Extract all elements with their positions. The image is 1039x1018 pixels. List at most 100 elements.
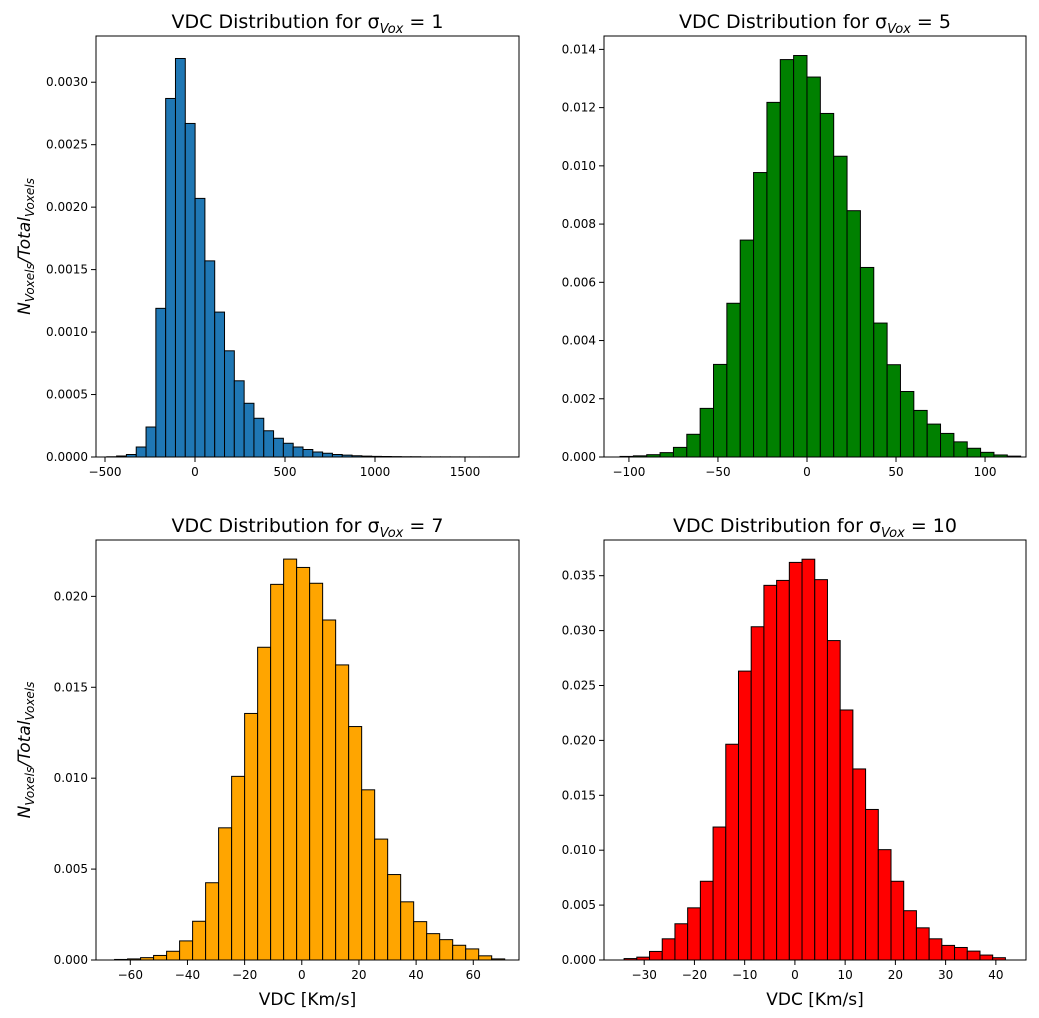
histogram-bar bbox=[253, 417, 265, 458]
histogram-bar bbox=[712, 826, 727, 961]
histogram-bar bbox=[243, 402, 255, 458]
y-tick-label: 0.0005 bbox=[46, 388, 88, 402]
x-tick-label: 10 bbox=[838, 968, 853, 982]
histogram-bar bbox=[674, 923, 689, 961]
histogram-bar bbox=[283, 558, 298, 961]
chart-title: VDC Distribution for σVox = 1 bbox=[172, 11, 444, 37]
histogram-bar bbox=[166, 950, 181, 961]
histogram-bar bbox=[387, 874, 402, 961]
y-axis-label: NVoxels/TotalVoxels bbox=[15, 178, 37, 315]
x-tick-label: 0 bbox=[803, 465, 811, 479]
y-tick-label: 0.014 bbox=[562, 42, 596, 56]
histogram-bar bbox=[776, 579, 790, 961]
histogram-bar bbox=[788, 561, 803, 961]
histogram-bar bbox=[649, 950, 663, 961]
histogram-bar bbox=[155, 307, 167, 458]
y-tick-label: 0.010 bbox=[562, 843, 596, 857]
histogram-bar bbox=[766, 101, 781, 458]
histogram-bar bbox=[145, 426, 157, 458]
histogram-bar bbox=[750, 626, 765, 961]
histogram-bar bbox=[926, 423, 942, 458]
y-tick-label: 0.0020 bbox=[46, 200, 88, 214]
y-tick-label: 0.020 bbox=[54, 589, 88, 603]
histogram-bar bbox=[270, 583, 285, 961]
y-tick-label: 0.012 bbox=[562, 101, 596, 115]
histogram-bar bbox=[204, 260, 216, 458]
histogram-bar bbox=[753, 172, 768, 458]
x-tick-label: 0 bbox=[191, 465, 199, 479]
chart-panel-2: −100 −50 0 50 100 0.000 0.002 0.004 0.006 0.008 0.… bbox=[562, 11, 1027, 479]
y-tick-label: 0.010 bbox=[54, 771, 88, 785]
histogram-bar bbox=[699, 407, 715, 458]
plot-frame bbox=[95, 539, 520, 961]
histogram-bar bbox=[322, 619, 337, 961]
histogram-bar bbox=[928, 938, 943, 961]
x-tick-label: −40 bbox=[175, 968, 200, 982]
x-tick-label: −30 bbox=[632, 968, 657, 982]
histogram-bar bbox=[687, 907, 701, 961]
histogram-bar bbox=[819, 112, 835, 458]
histogram-bar bbox=[966, 950, 981, 961]
y-tick-label: 0.0030 bbox=[46, 75, 88, 89]
x-tick-label: 500 bbox=[274, 465, 297, 479]
histogram-bar bbox=[839, 709, 854, 961]
histogram-bar bbox=[263, 430, 275, 458]
y-tick-label: 0.005 bbox=[562, 898, 596, 912]
histogram-bar bbox=[865, 808, 879, 961]
histogram-bar bbox=[801, 558, 816, 961]
plot-frame bbox=[95, 35, 520, 458]
histogram-bar bbox=[713, 363, 728, 458]
histogram-bar bbox=[779, 59, 795, 458]
histogram-bar bbox=[903, 910, 917, 961]
histogram-bar bbox=[165, 97, 176, 458]
histogram-bar bbox=[205, 882, 220, 961]
histogram-bar bbox=[426, 933, 441, 961]
x-tick-label: −100 bbox=[612, 465, 645, 479]
histogram-bar bbox=[413, 921, 428, 961]
x-tick-label: 0 bbox=[298, 968, 306, 982]
histogram-bar bbox=[661, 938, 676, 961]
x-tick-label: 100 bbox=[974, 465, 997, 479]
y-tick-label: 0.025 bbox=[562, 678, 596, 692]
histogram-bar bbox=[296, 566, 311, 961]
histogram-bar bbox=[940, 432, 955, 458]
y-tick-label: 0.005 bbox=[54, 862, 88, 876]
histogram-bar bbox=[859, 266, 875, 458]
histogram-bar bbox=[184, 122, 196, 458]
x-tick-label: −500 bbox=[89, 465, 122, 479]
histogram-bar bbox=[833, 155, 848, 458]
histogram-bar bbox=[174, 57, 186, 458]
y-tick-label: 0.000 bbox=[562, 953, 596, 967]
histogram-bar bbox=[465, 948, 480, 961]
histogram-bar bbox=[913, 409, 928, 458]
histogram-bar bbox=[659, 452, 674, 458]
histogram-bar bbox=[672, 446, 688, 458]
histogram-bar bbox=[192, 920, 207, 961]
histogram-bar bbox=[725, 743, 739, 961]
histogram-bar bbox=[153, 954, 168, 961]
histogram-bar bbox=[400, 901, 415, 961]
x-tick-label: −50 bbox=[705, 465, 730, 479]
histogram-bar bbox=[322, 452, 333, 458]
y-tick-label: 0.0025 bbox=[46, 138, 88, 152]
histogram-bar bbox=[302, 449, 314, 458]
histogram-bar bbox=[374, 838, 389, 961]
histogram-bar bbox=[873, 322, 888, 458]
histogram-bar bbox=[218, 827, 233, 961]
y-tick-label: 0.010 bbox=[562, 159, 596, 173]
histogram-bar bbox=[899, 390, 915, 458]
y-tick-label: 0.020 bbox=[562, 733, 596, 747]
x-axis-label: VDC [Km/s] bbox=[259, 990, 357, 1010]
x-tick-label: 50 bbox=[888, 465, 903, 479]
histogram-bar bbox=[194, 197, 206, 458]
histogram-bar bbox=[793, 55, 808, 458]
x-tick-label: 20 bbox=[351, 968, 366, 982]
x-tick-label: 60 bbox=[466, 968, 481, 982]
histogram-bar bbox=[309, 582, 324, 961]
histogram-bar bbox=[852, 768, 867, 961]
y-tick-label: 0.0015 bbox=[46, 263, 88, 277]
plot-frame bbox=[603, 539, 1027, 961]
histogram-bar bbox=[312, 451, 324, 458]
histogram-bar bbox=[292, 446, 304, 458]
